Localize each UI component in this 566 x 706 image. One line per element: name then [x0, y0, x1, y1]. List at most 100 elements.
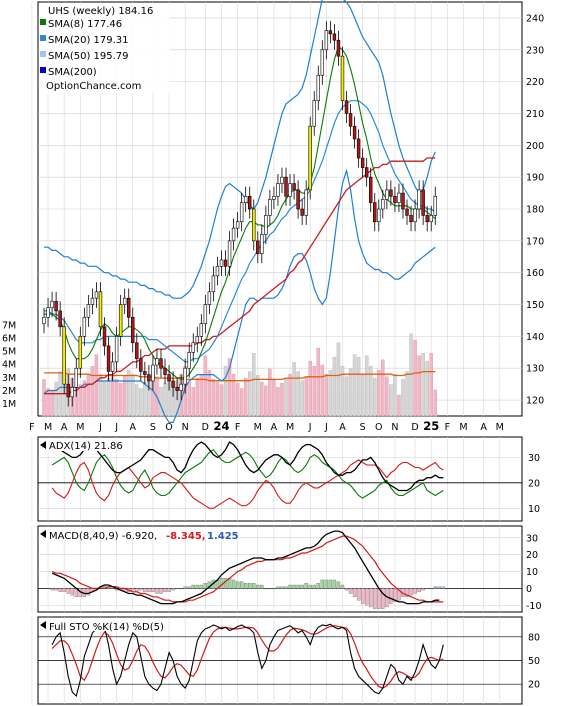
volume-bar: [187, 381, 191, 417]
volume-bar: [46, 388, 50, 417]
volume-bar: [219, 384, 224, 417]
candle-body: [381, 199, 385, 210]
legend-source: OptionChance.com: [46, 81, 141, 92]
volume-tick-label: 3M: [2, 373, 16, 384]
macd-histogram-bar: [421, 588, 425, 591]
macd-histogram-bar: [62, 588, 66, 592]
x-tick-label: M: [459, 422, 467, 433]
macd-histogram-bar: [316, 583, 320, 589]
volume-bar: [223, 366, 228, 417]
macd-histogram-bar: [320, 579, 324, 589]
macd-histogram-bar: [288, 584, 292, 589]
macd-histogram-bar: [199, 584, 203, 589]
macd-histogram-bar: [332, 579, 337, 589]
macd-histogram-bar: [417, 588, 421, 592]
macd-histogram-bar: [175, 588, 179, 590]
candle-body: [272, 195, 276, 200]
candle-body: [352, 125, 357, 140]
macd-histogram-bar: [195, 584, 199, 589]
candle-body: [151, 364, 155, 382]
candle-body: [86, 304, 91, 318]
macd-histogram-bar: [203, 583, 208, 589]
macd-tick-label: 30: [526, 533, 538, 544]
candle-body: [405, 208, 409, 216]
candle-body: [82, 316, 87, 337]
candle-body: [143, 371, 147, 375]
macd-histogram-bar: [284, 586, 288, 589]
adx-tick-label: 10: [528, 504, 540, 515]
legend-sma50: SMA(50) 195.79: [48, 51, 129, 62]
candle-body: [163, 367, 167, 375]
candle-body: [78, 336, 83, 369]
macd-histogram-bar: [365, 588, 369, 606]
macd-legend: MACD(8,40,9) -6.920, -8.345, 1.425: [40, 528, 240, 542]
volume-bar: [264, 385, 268, 417]
macd-histogram-bar: [86, 588, 91, 596]
candle-body: [389, 189, 393, 197]
candle-body: [223, 259, 228, 267]
volume-bar: [207, 370, 212, 417]
macd-histogram-bar: [66, 588, 70, 594]
macd-histogram-bar: [159, 588, 163, 594]
candle-body: [296, 189, 300, 210]
macd-histogram-bar: [54, 588, 58, 591]
candle-body: [98, 291, 103, 328]
macd-histogram-bar: [441, 586, 445, 589]
candle-body: [417, 189, 421, 210]
macd-signal-value: -8.345,: [166, 531, 206, 542]
macd-histogram-bar: [324, 579, 329, 589]
volume-bar: [203, 355, 208, 417]
candle-body: [231, 227, 236, 242]
volume-bar: [336, 342, 341, 417]
volume-bar: [215, 381, 220, 417]
macd-histogram-bar: [244, 583, 248, 589]
macd-histogram-bar: [300, 584, 304, 589]
candle-body: [227, 240, 232, 267]
candle-body: [211, 275, 216, 293]
candle-body: [304, 189, 308, 216]
volume-bar: [243, 377, 248, 417]
volume-bar: [393, 373, 397, 417]
volume-bar: [308, 360, 312, 417]
candle-body: [171, 380, 175, 388]
volume-bar: [421, 353, 425, 417]
x-tick-label: J: [114, 422, 118, 433]
macd-histogram-bar: [308, 584, 312, 589]
macd-histogram-bar: [377, 588, 381, 609]
candle-body: [409, 215, 413, 223]
volume-bar: [135, 384, 139, 417]
sto-tick-label: 20: [528, 680, 540, 691]
volume-bar: [373, 377, 377, 417]
macd-histogram-bar: [437, 586, 441, 589]
candle-body: [42, 316, 46, 324]
macd-histogram-bar: [252, 583, 256, 589]
macd-histogram-bar: [223, 578, 228, 589]
price-tick-label: 220: [526, 77, 544, 88]
candle-body: [191, 342, 195, 353]
candle-body: [167, 374, 171, 382]
candle-body: [243, 195, 248, 203]
candle-body: [332, 33, 337, 41]
macd-histogram-bar: [429, 588, 433, 590]
volume-bar: [235, 383, 240, 417]
x-tick-label: S: [150, 422, 156, 433]
x-tick-label: M: [76, 422, 84, 433]
legend-swatch-sma8: [40, 19, 46, 25]
price-tick-label: 150: [526, 300, 544, 311]
candle-body: [147, 374, 151, 382]
volume-bar: [276, 387, 280, 417]
volume-bar: [296, 371, 300, 417]
volume-bar: [360, 373, 365, 417]
x-tick-label: D: [411, 422, 418, 433]
sma20-line: [44, 100, 436, 363]
macd-tick-label: 10: [526, 567, 538, 578]
macd-legend-label: MACD(8,40,9) -6.920,: [49, 531, 157, 542]
volume-bar: [102, 381, 107, 417]
macd-histogram-bar: [373, 588, 377, 609]
price-tick-label: 170: [526, 236, 544, 247]
macd-histogram-bar: [50, 588, 54, 591]
sto-tick-label: 80: [528, 632, 540, 643]
x-tick-label: A: [130, 422, 137, 433]
candle-body: [288, 183, 292, 197]
volume-bar: [328, 370, 333, 417]
